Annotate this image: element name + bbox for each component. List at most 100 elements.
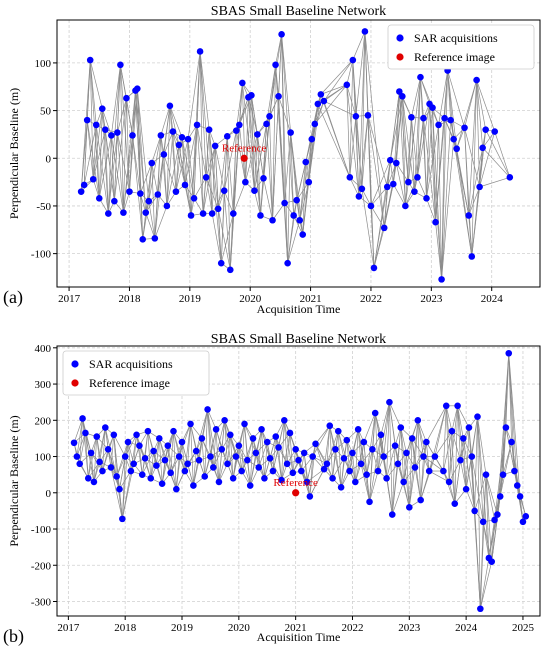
network-edge <box>148 201 156 239</box>
network-edge <box>386 402 390 479</box>
sar-acquisition-point <box>249 435 257 442</box>
sar-acquisition-point <box>111 197 118 205</box>
network-edge <box>132 135 144 240</box>
network-edge <box>457 405 470 428</box>
network-edge <box>145 194 159 213</box>
network-edge <box>211 213 222 264</box>
sar-acquisition-point <box>280 416 288 424</box>
network-edge <box>278 447 282 481</box>
sar-acquisition-point <box>441 114 448 122</box>
sar-acquisition-point <box>133 85 141 92</box>
network-edge <box>184 139 189 185</box>
network-edge <box>426 442 430 472</box>
network-edge <box>366 449 373 475</box>
legend-label: SAR acquisitions <box>414 31 498 45</box>
sar-acquisition-point <box>482 471 490 478</box>
sar-acquisition-point <box>167 469 174 477</box>
network-edge <box>89 60 94 180</box>
sar-acquisition-point <box>482 126 489 133</box>
network-edge <box>92 179 100 199</box>
sar-acquisition-point <box>354 426 362 433</box>
network-edge <box>395 162 406 207</box>
sar-acquisition-point <box>417 496 424 504</box>
network-edge <box>346 84 357 117</box>
network-edge <box>349 116 357 178</box>
sar-acquisition-point <box>218 445 226 453</box>
network-edge <box>383 402 390 457</box>
network-edge <box>245 95 252 183</box>
network-edge <box>474 416 478 511</box>
network-edge <box>117 132 130 192</box>
x-tick-label: 2019 <box>171 622 194 634</box>
network-edge <box>210 429 217 457</box>
network-edge <box>438 124 442 280</box>
network-edge <box>269 436 277 459</box>
network-edge <box>269 116 273 221</box>
sar-acquisition-point <box>248 92 255 99</box>
network-edge <box>519 496 524 522</box>
sar-acquisition-point <box>224 460 231 468</box>
network-edge <box>117 64 121 133</box>
y-tick-label: 200 <box>35 415 52 427</box>
sar-acquisition-point <box>491 128 499 135</box>
sar-acquisition-point <box>278 476 285 484</box>
sar-acquisition-point <box>298 467 305 475</box>
sar-acquisition-point <box>363 471 370 478</box>
network-edge <box>226 136 234 214</box>
network-edge <box>217 208 231 270</box>
network-edge <box>196 51 201 125</box>
network-edge <box>373 160 391 268</box>
sar-acquisition-point <box>96 458 103 466</box>
network-edge <box>444 70 448 119</box>
network-edge <box>249 438 254 486</box>
network-edge <box>370 205 375 268</box>
sar-acquisition-point <box>461 124 468 132</box>
network-edge <box>403 438 413 482</box>
network-edge <box>281 420 285 481</box>
sar-acquisition-point <box>423 438 430 446</box>
sar-acquisition-point <box>364 112 372 119</box>
legend-label: Reference image <box>89 376 170 390</box>
sar-acquisition-point <box>317 91 325 98</box>
network-edge <box>429 103 442 280</box>
sar-acquisition-point <box>192 447 200 455</box>
network-edge <box>305 162 310 183</box>
network-edge <box>499 441 512 497</box>
network-edge <box>491 519 495 562</box>
sar-acquisition-point <box>157 132 165 139</box>
sar-acquisition-point <box>116 485 123 493</box>
network-edge <box>85 432 89 479</box>
sar-acquisition-point <box>83 116 91 124</box>
sar-acquisition-point <box>320 465 328 473</box>
network-edge <box>120 64 130 192</box>
sar-acquisition-point <box>172 188 180 195</box>
network-edge <box>312 425 331 457</box>
sar-acquisition-point <box>431 453 439 460</box>
sar-acquisition-point <box>92 121 100 129</box>
network-edge <box>306 468 325 483</box>
network-edge <box>196 124 204 214</box>
y-tick-label: -200 <box>31 560 52 572</box>
sar-acquisition-point <box>369 445 376 453</box>
sar-acquisition-point <box>130 460 138 468</box>
network-edge <box>290 132 295 216</box>
legend-box <box>62 350 210 396</box>
network-edge <box>272 64 276 221</box>
network-edge <box>369 470 379 502</box>
sar-acquisition-point <box>113 473 120 480</box>
network-edge <box>293 215 304 235</box>
sar-acquisition-point <box>87 449 95 457</box>
sar-acquisition-point <box>178 133 186 141</box>
network-edge <box>346 440 350 472</box>
network-edge <box>395 91 400 164</box>
network-edge <box>471 80 477 257</box>
sar-acquisition-point <box>195 456 203 464</box>
network-edge <box>397 427 402 464</box>
network-edge <box>426 107 433 199</box>
network-edge <box>104 129 109 214</box>
network-edge <box>302 162 307 235</box>
network-edge <box>448 481 456 504</box>
network-edge <box>218 434 231 482</box>
network-edge <box>223 190 231 270</box>
sar-acquisition-point <box>289 469 297 477</box>
